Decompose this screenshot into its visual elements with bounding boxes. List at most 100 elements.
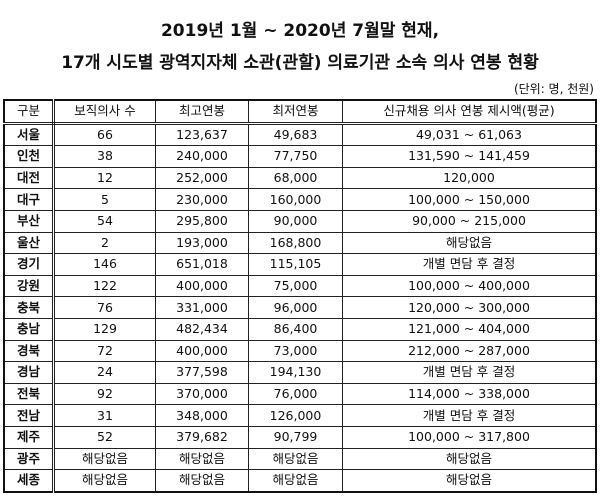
cell-max-salary: 331,000 — [155, 296, 249, 319]
table-row: 광주 해당없음 해당없음 해당없음 해당없음 — [3, 447, 597, 471]
cell-region: 광주 — [3, 447, 55, 471]
cell-min-salary: 90,799 — [248, 425, 343, 449]
header-row: 구분 보직의사 수 최고연봉 최저연봉 신규채용 의사 연봉 제시액(평균) — [3, 99, 597, 125]
cell-max-salary: 482,434 — [155, 317, 249, 341]
title-line-1: 2019년 1월 ~ 2020년 7월말 현재, — [160, 21, 440, 41]
cell-max-salary: 230,000 — [155, 188, 249, 211]
cell-new-hire-offer: 120,000 ~ 300,000 — [342, 296, 597, 319]
table-row: 대전 12 252,000 68,000 120,000 — [3, 166, 597, 190]
table-row: 인천 38 240,000 77,750 131,590 ~ 141,459 — [3, 145, 597, 168]
cell-new-hire-offer: 120,000 — [342, 166, 597, 190]
cell-min-salary: 168,800 — [248, 231, 343, 255]
cell-doctor-count: 122 — [53, 274, 156, 298]
cell-min-salary: 96,000 — [248, 296, 343, 319]
cell-new-hire-offer: 90,000 ~ 215,000 — [342, 209, 597, 233]
cell-doctor-count: 24 — [53, 361, 156, 384]
cell-doctor-count: 해당없음 — [53, 469, 156, 493]
cell-region: 전남 — [3, 404, 55, 427]
cell-max-salary: 240,000 — [155, 145, 249, 168]
cell-min-salary: 76,000 — [248, 382, 343, 406]
header-new-hire-offer: 신규채용 의사 연봉 제시액(평균) — [342, 99, 597, 125]
cell-min-salary: 86,400 — [248, 317, 343, 341]
table-row: 부산 54 295,800 90,000 90,000 ~ 215,000 — [3, 209, 597, 233]
table-row: 제주 52 379,682 90,799 100,000 ~ 317,800 — [3, 425, 597, 449]
cell-region: 제주 — [3, 425, 55, 449]
cell-max-salary: 해당없음 — [155, 447, 249, 471]
cell-new-hire-offer: 해당없음 — [342, 469, 597, 493]
cell-new-hire-offer: 131,590 ~ 141,459 — [342, 145, 597, 168]
cell-new-hire-offer: 개별 면담 후 결정 — [342, 404, 597, 427]
cell-region: 전북 — [3, 382, 55, 406]
cell-doctor-count: 54 — [53, 209, 156, 233]
cell-doctor-count: 52 — [53, 425, 156, 449]
cell-region: 울산 — [3, 231, 55, 255]
table-row: 전남 31 348,000 126,000 개별 면담 후 결정 — [3, 404, 597, 427]
cell-doctor-count: 12 — [53, 166, 156, 190]
cell-region: 경기 — [3, 253, 55, 276]
cell-region: 충남 — [3, 317, 55, 341]
cell-region: 충북 — [3, 296, 55, 319]
cell-min-salary: 90,000 — [248, 209, 343, 233]
cell-max-salary: 400,000 — [155, 274, 249, 298]
cell-doctor-count: 해당없음 — [53, 447, 156, 471]
cell-region: 서울 — [3, 122, 55, 147]
table-row: 경북 72 400,000 73,000 212,000 ~ 287,000 — [3, 339, 597, 363]
cell-new-hire-offer: 100,000 ~ 400,000 — [342, 274, 597, 298]
cell-max-salary: 370,000 — [155, 382, 249, 406]
cell-max-salary: 123,637 — [155, 122, 249, 147]
cell-new-hire-offer: 100,000 ~ 150,000 — [342, 188, 597, 211]
header-region: 구분 — [3, 99, 55, 125]
cell-doctor-count: 66 — [53, 122, 156, 147]
cell-doctor-count: 129 — [53, 317, 156, 341]
cell-region: 세종 — [3, 469, 55, 493]
cell-max-salary: 348,000 — [155, 404, 249, 427]
cell-doctor-count: 5 — [53, 188, 156, 211]
table-row: 충북 76 331,000 96,000 120,000 ~ 300,000 — [3, 296, 597, 319]
cell-new-hire-offer: 212,000 ~ 287,000 — [342, 339, 597, 363]
table-row: 충남 129 482,434 86,400 121,000 ~ 404,000 — [3, 317, 597, 341]
table-row: 강원 122 400,000 75,000 100,000 ~ 400,000 — [3, 274, 597, 298]
cell-new-hire-offer: 해당없음 — [342, 447, 597, 471]
cell-min-salary: 77,750 — [248, 145, 343, 168]
cell-region: 경남 — [3, 361, 55, 384]
cell-min-salary: 194,130 — [248, 361, 343, 384]
cell-min-salary: 68,000 — [248, 166, 343, 190]
cell-new-hire-offer: 해당없음 — [342, 231, 597, 255]
cell-min-salary: 73,000 — [248, 339, 343, 363]
cell-min-salary: 115,105 — [248, 253, 343, 276]
cell-max-salary: 193,000 — [155, 231, 249, 255]
cell-new-hire-offer: 49,031 ~ 61,063 — [342, 122, 597, 147]
table-row: 전북 92 370,000 76,000 114,000 ~ 338,000 — [3, 382, 597, 406]
cell-min-salary: 해당없음 — [248, 447, 343, 471]
cell-max-salary: 해당없음 — [155, 469, 249, 493]
cell-doctor-count: 92 — [53, 382, 156, 406]
cell-doctor-count: 146 — [53, 253, 156, 276]
header-min-salary: 최저연봉 — [248, 99, 343, 125]
cell-new-hire-offer: 114,000 ~ 338,000 — [342, 382, 597, 406]
cell-doctor-count: 38 — [53, 145, 156, 168]
cell-doctor-count: 2 — [53, 231, 156, 255]
cell-min-salary: 75,000 — [248, 274, 343, 298]
unit-note: (단위: 명, 천원) — [513, 82, 594, 96]
cell-max-salary: 379,682 — [155, 425, 249, 449]
cell-new-hire-offer: 121,000 ~ 404,000 — [342, 317, 597, 341]
title-line-2: 17개 시도별 광역지자체 소관(관할) 의료기관 소속 의사 연봉 현황 — [61, 53, 539, 73]
cell-min-salary: 126,000 — [248, 404, 343, 427]
header-doctor-count: 보직의사 수 — [53, 99, 156, 125]
cell-region: 부산 — [3, 209, 55, 233]
cell-min-salary: 160,000 — [248, 188, 343, 211]
cell-doctor-count: 31 — [53, 404, 156, 427]
cell-max-salary: 377,598 — [155, 361, 249, 384]
table-row: 세종 해당없음 해당없음 해당없음 해당없음 — [3, 469, 597, 493]
cell-new-hire-offer: 100,000 ~ 317,800 — [342, 425, 597, 449]
cell-doctor-count: 72 — [53, 339, 156, 363]
cell-min-salary: 49,683 — [248, 122, 343, 147]
table-row: 경남 24 377,598 194,130 개별 면담 후 결정 — [3, 361, 597, 384]
cell-max-salary: 252,000 — [155, 166, 249, 190]
cell-region: 경북 — [3, 339, 55, 363]
cell-new-hire-offer: 개별 면담 후 결정 — [342, 253, 597, 276]
cell-region: 대전 — [3, 166, 55, 190]
cell-max-salary: 651,018 — [155, 253, 249, 276]
cell-max-salary: 295,800 — [155, 209, 249, 233]
table-row: 울산 2 193,000 168,800 해당없음 — [3, 231, 597, 255]
